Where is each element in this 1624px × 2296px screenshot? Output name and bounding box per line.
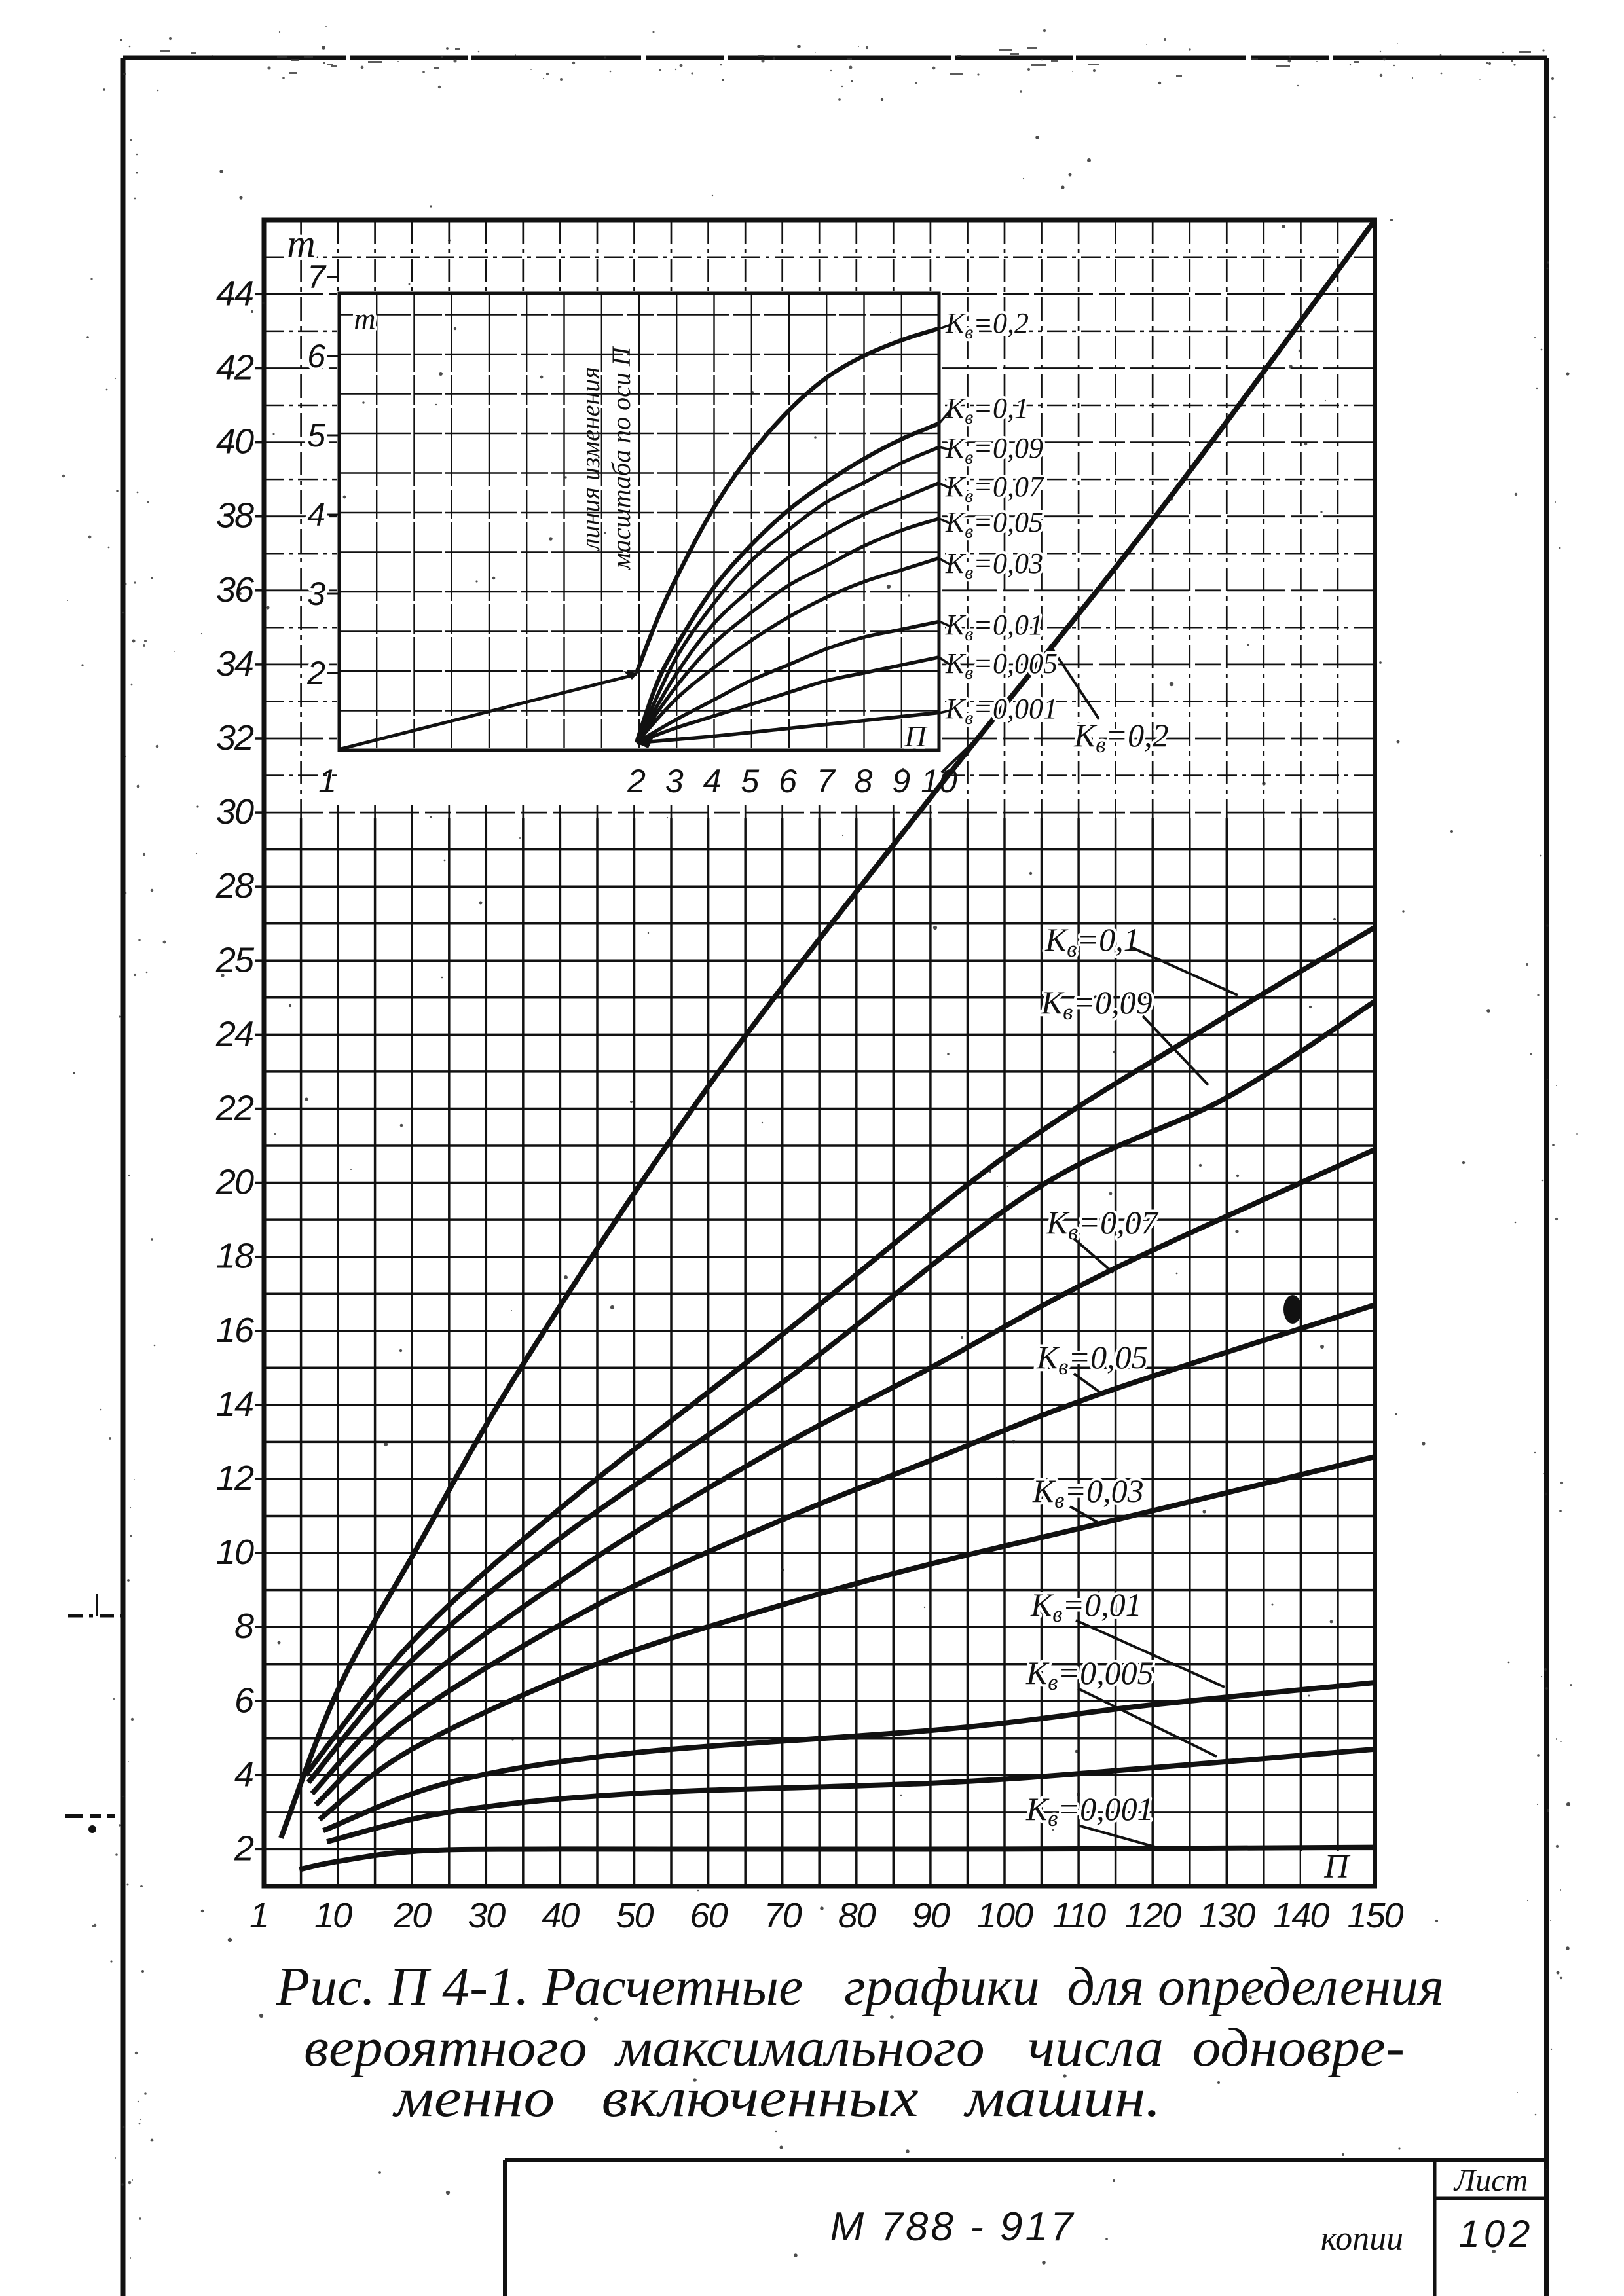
svg-text:М 788 - 917: М 788 - 917	[830, 2204, 1076, 2250]
svg-text:100: 100	[977, 1896, 1033, 1935]
svg-text:30: 30	[468, 1896, 506, 1935]
svg-text:Кв=0,1: Кв=0,1	[1044, 921, 1140, 962]
svg-text:38: 38	[216, 496, 254, 536]
svg-text:5: 5	[741, 763, 759, 799]
svg-text:3: 3	[665, 763, 684, 799]
svg-text:14: 14	[216, 1385, 253, 1424]
svg-text:20: 20	[393, 1896, 432, 1935]
svg-text:30: 30	[216, 792, 254, 831]
svg-text:60: 60	[690, 1896, 728, 1935]
svg-text:16: 16	[216, 1311, 255, 1350]
svg-text:22: 22	[215, 1088, 254, 1127]
svg-text:18: 18	[216, 1237, 254, 1276]
svg-text:12: 12	[216, 1459, 254, 1498]
svg-text:Кв=0,05: Кв=0,05	[945, 506, 1043, 542]
svg-text:10: 10	[921, 763, 957, 799]
svg-text:т: т	[287, 222, 315, 265]
svg-text:44: 44	[216, 274, 253, 313]
svg-text:10: 10	[314, 1896, 352, 1935]
svg-text:10: 10	[216, 1533, 254, 1572]
svg-text:Рис. П 4-1. Расчетные график: Рис. П 4-1. Расчетные графики для опреде…	[276, 1956, 1444, 2017]
svg-text:Кв=0,2: Кв=0,2	[945, 307, 1029, 343]
svg-text:110: 110	[1052, 1896, 1106, 1935]
svg-text:32: 32	[216, 718, 254, 757]
svg-text:Лист: Лист	[1453, 2163, 1528, 2198]
svg-text:т: т	[354, 302, 375, 335]
svg-text:Кв=0,001: Кв=0,001	[1025, 1791, 1154, 1831]
svg-text:130: 130	[1199, 1896, 1255, 1935]
svg-text:2: 2	[234, 1829, 254, 1868]
svg-text:Кв=0,1: Кв=0,1	[945, 392, 1029, 428]
svg-text:менно включенных машин.: менно включенных машин.	[392, 2068, 1161, 2128]
svg-text:5: 5	[307, 417, 325, 454]
svg-text:25: 25	[215, 940, 255, 979]
svg-text:9: 9	[892, 763, 910, 799]
svg-text:Кв=0,03: Кв=0,03	[945, 547, 1043, 583]
svg-text:24: 24	[215, 1014, 253, 1053]
svg-text:4: 4	[307, 496, 325, 533]
svg-text:42: 42	[216, 348, 254, 387]
svg-text:36: 36	[216, 570, 255, 610]
svg-text:34: 34	[216, 644, 253, 683]
svg-text:Кв=0,01: Кв=0,01	[945, 609, 1043, 645]
svg-text:1: 1	[249, 1896, 269, 1935]
svg-text:3: 3	[307, 575, 325, 612]
svg-text:90: 90	[912, 1896, 950, 1935]
svg-text:Кв=0,09: Кв=0,09	[1041, 984, 1153, 1025]
svg-text:20: 20	[215, 1163, 254, 1202]
svg-text:Кв=0,07: Кв=0,07	[945, 471, 1044, 507]
svg-text:4: 4	[703, 763, 722, 799]
svg-text:Кв=0,05: Кв=0,05	[1036, 1339, 1148, 1379]
svg-text:120: 120	[1125, 1896, 1181, 1935]
svg-text:Кв=0,005: Кв=0,005	[945, 647, 1058, 683]
svg-text:40: 40	[216, 422, 254, 462]
svg-text:50: 50	[616, 1896, 654, 1935]
svg-text:8: 8	[234, 1607, 254, 1646]
svg-text:Кв=0,005: Кв=0,005	[1025, 1654, 1154, 1695]
svg-text:2: 2	[306, 655, 325, 691]
svg-text:80: 80	[838, 1896, 876, 1935]
svg-text:Кв=0,07: Кв=0,07	[1046, 1204, 1159, 1245]
svg-text:150: 150	[1347, 1896, 1403, 1935]
svg-text:2: 2	[627, 763, 646, 799]
svg-text:6: 6	[779, 763, 797, 799]
svg-text:4: 4	[234, 1755, 253, 1794]
svg-text:Кв=0,01: Кв=0,01	[1030, 1586, 1142, 1627]
svg-text:П: П	[904, 720, 928, 753]
svg-text:7: 7	[817, 763, 836, 799]
svg-text:140: 140	[1273, 1896, 1329, 1935]
svg-text:Кв=0,001: Кв=0,001	[945, 693, 1058, 729]
svg-text:Кв=0,03: Кв=0,03	[1032, 1472, 1144, 1513]
svg-text:40: 40	[542, 1896, 580, 1935]
svg-text:Кв=0,09: Кв=0,09	[945, 432, 1043, 468]
svg-text:102: 102	[1459, 2213, 1534, 2255]
svg-text:70: 70	[764, 1896, 802, 1935]
svg-text:линия изменения: линия изменения	[576, 367, 605, 551]
svg-text:6: 6	[307, 338, 325, 374]
svg-text:8: 8	[855, 763, 873, 799]
svg-text:копии: копии	[1321, 2220, 1403, 2257]
svg-text:масштаба по оси П: масштаба по оси П	[606, 346, 636, 571]
svg-text:Кв=0,2: Кв=0,2	[1073, 717, 1169, 757]
svg-text:6: 6	[234, 1681, 255, 1720]
svg-text:1: 1	[318, 763, 337, 799]
svg-text:вероятного максимального чи: вероятного максимального числа одновре-	[304, 2017, 1405, 2078]
svg-text:28: 28	[215, 866, 254, 905]
svg-text:7: 7	[307, 259, 327, 295]
svg-text:П: П	[1323, 1848, 1351, 1886]
